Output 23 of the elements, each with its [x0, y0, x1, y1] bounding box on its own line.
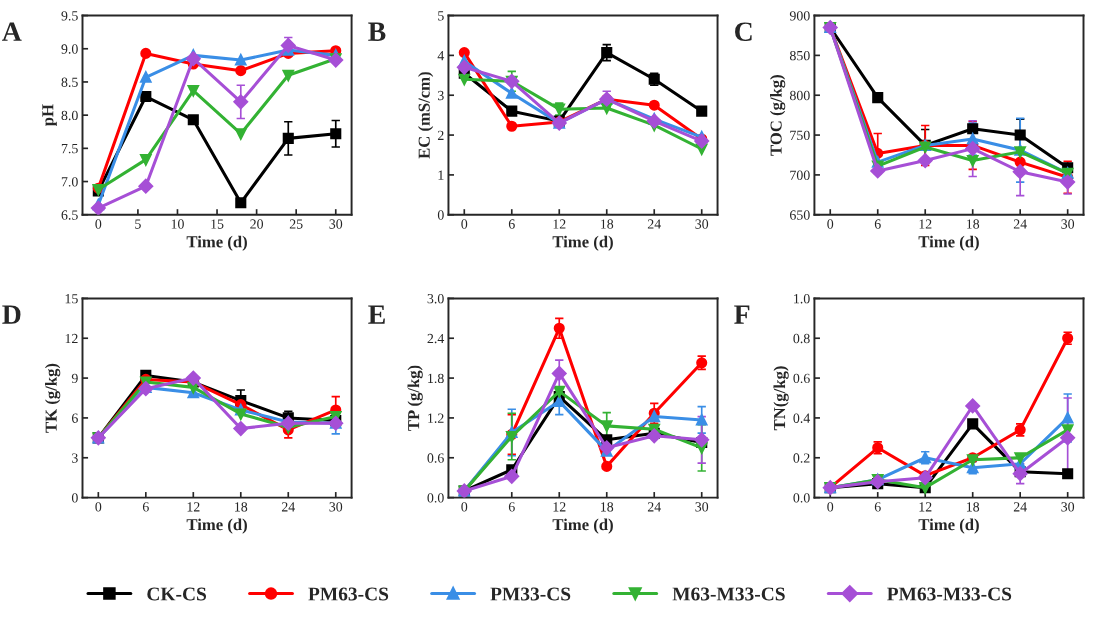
legend-label: PM63-M33-CS — [887, 587, 1012, 601]
chart-title: C — [735, 22, 752, 42]
x-axis-title: Time (d) — [552, 235, 613, 251]
x-axis-title: Time (d) — [552, 518, 613, 534]
chart-title: B — [368, 22, 386, 41]
y-axis-title: TK (g/kg) — [45, 363, 61, 433]
legend-label: CK-CS — [147, 587, 207, 601]
x-axis-title: Time (d) — [186, 518, 247, 534]
x-axis-title: Time (d) — [918, 518, 979, 534]
chart-title: D — [2, 305, 21, 324]
chart-title: F — [734, 305, 750, 324]
y-axis-title: TP (g/kg) — [407, 365, 423, 431]
chart-title: A — [2, 22, 22, 41]
y-axis-title: TN(g/kg) — [773, 366, 789, 431]
x-axis-title: Time (d) — [918, 235, 979, 251]
legend-label: M63-M33-CS — [672, 587, 785, 601]
legend-label: PM63-CS — [308, 587, 389, 601]
x-axis-title: Time (d) — [186, 235, 247, 251]
y-axis-title: EC (mS/cm) — [418, 72, 434, 159]
y-axis-title: pH — [42, 104, 57, 127]
legend-label: PM33-CS — [490, 587, 571, 601]
y-axis-title: TOC (g/kg) — [770, 75, 786, 156]
chart-title: E — [368, 305, 385, 324]
